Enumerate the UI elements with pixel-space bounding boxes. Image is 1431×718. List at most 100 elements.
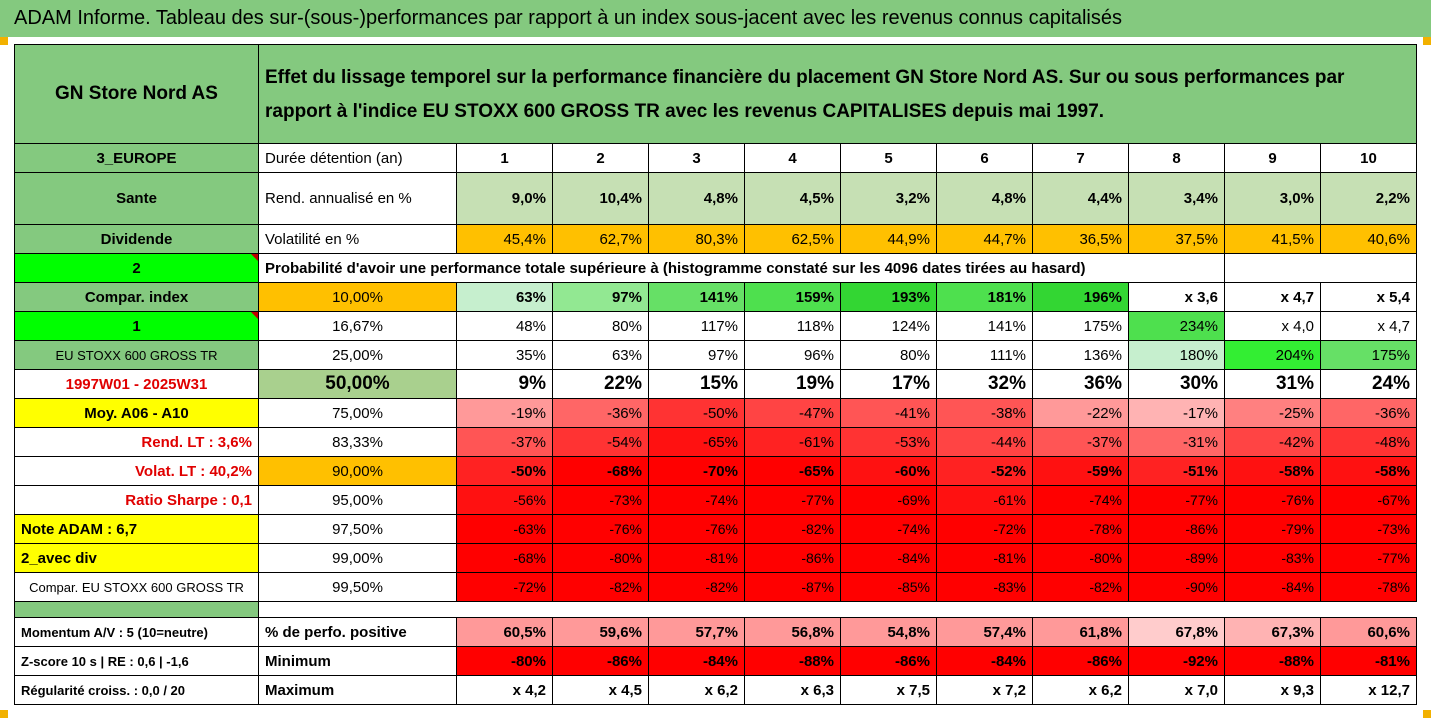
vol-value: 36,5% [1032,224,1129,254]
prob-row: Volat. LT : 40,2% 90,00% -50% -68% -70% -65% -… [14,456,1417,486]
prob-value: 175% [1032,311,1129,341]
prob-value: -89% [1128,543,1225,573]
prob-value: -77% [1128,485,1225,515]
prob-value: 175% [1320,340,1417,370]
prob-value: -48% [1320,427,1417,457]
prob-value: -17% [1128,398,1225,428]
bottom-value: 67,3% [1224,617,1321,647]
prob-value: -36% [552,398,649,428]
corner-marker [0,37,8,45]
years-row: 3_EUROPE Durée détention (an) 1 2 3 4 5 6 7 8 9 10 [14,143,1417,173]
prob-value: -50% [648,398,745,428]
prob-value: 63% [552,340,649,370]
bottom-value: -86% [1032,646,1129,676]
prob-value: -37% [456,427,553,457]
bottom-row-label: Minimum [258,646,457,676]
bottom-value: -80% [456,646,553,676]
bottom-row: Z-score 10 s | RE : 0,6 | -1,6 Minimum -80… [14,646,1417,676]
prob-value: -54% [552,427,649,457]
prob-percentile: 50,00% [258,369,457,399]
year-header: 2 [552,143,649,173]
prob-value: -36% [1320,398,1417,428]
year-header: 6 [936,143,1033,173]
rend-row: Sante Rend. annualisé en % 9,0% 10,4% 4,8% 4,… [14,172,1417,225]
prob-value: 180% [1128,340,1225,370]
prob-value: -58% [1224,456,1321,486]
prob-value: -85% [840,572,937,602]
prob-value: -56% [456,485,553,515]
prob-value: -83% [1224,543,1321,573]
prob-value: -44% [936,427,1033,457]
bottom-value: x 7,5 [840,675,937,705]
prob-percentile: 25,00% [258,340,457,370]
prob-value: 15% [648,369,745,399]
prob-row: EU STOXX 600 GROSS TR 25,00% 35% 63% 97% 96% 8… [14,340,1417,370]
prob-value: -73% [552,485,649,515]
prob-value: -52% [936,456,1033,486]
performance-table: GN Store Nord AS Effet du lissage tempore… [14,44,1417,705]
bottom-value: -88% [1224,646,1321,676]
prob-row-left: Note ADAM : 6,7 [14,514,259,544]
vol-value: 37,5% [1128,224,1225,254]
prob-value: -37% [1032,427,1129,457]
bottom-value: -86% [552,646,649,676]
prob-value: -73% [1320,514,1417,544]
prob-value: -22% [1032,398,1129,428]
prob-value: x 3,6 [1128,282,1225,312]
rend-value: 4,5% [744,172,841,225]
prob-value: -77% [1320,543,1417,573]
vol-value: 62,5% [744,224,841,254]
prob-value: 234% [1128,311,1225,341]
prob-value: 117% [648,311,745,341]
prob-row: Moy. A06 - A10 75,00% -19% -36% -50% -47% -41%… [14,398,1417,428]
bottom-value: -81% [1320,646,1417,676]
prob-value: -82% [744,514,841,544]
year-header: 10 [1320,143,1417,173]
prob-value: 181% [936,282,1033,312]
prob-value: 36% [1032,369,1129,399]
prob-percentile: 90,00% [258,456,457,486]
prob-value: -76% [1224,485,1321,515]
bottom-value: 59,6% [552,617,649,647]
bottom-value: x 4,5 [552,675,649,705]
bottom-value: 60,6% [1320,617,1417,647]
prob-row-left: Rend. LT : 3,6% [14,427,259,457]
prob-value: -61% [936,485,1033,515]
vol-value: 44,9% [840,224,937,254]
corner-marker [1423,37,1431,45]
prob-percentile: 16,67% [258,311,457,341]
prob-value: x 4,0 [1224,311,1321,341]
prob-value: x 4,7 [1320,311,1417,341]
rend-value: 3,4% [1128,172,1225,225]
prob-value: -59% [1032,456,1129,486]
bottom-row: Régularité croiss. : 0,0 / 20 Maximum x 4,… [14,675,1417,705]
prob-value: 17% [840,369,937,399]
prob-row: Rend. LT : 3,6% 83,33% -37% -54% -65% -61% -53… [14,427,1417,457]
prob-value: -60% [840,456,937,486]
bottom-value: 60,5% [456,617,553,647]
bottom-value: x 7,0 [1128,675,1225,705]
prob-value: 97% [648,340,745,370]
prob-value: -86% [744,543,841,573]
prob-row: Compar. index 10,00% 63% 97% 141% 159% 193% 181… [14,282,1417,312]
prob-value: -47% [744,398,841,428]
prob-value: -81% [936,543,1033,573]
prob-value: -63% [456,514,553,544]
rend-value: 9,0% [456,172,553,225]
prob-value: -82% [648,572,745,602]
prob-value: 141% [648,282,745,312]
prob-value: -72% [456,572,553,602]
prob-value: 124% [840,311,937,341]
prob-row-left: 1997W01 - 2025W31 [14,369,259,399]
vol-value: 45,4% [456,224,553,254]
prob-row: 1997W01 - 2025W31 50,00% 9% 22% 15% 19% 17% 32%… [14,369,1417,399]
prob-value: -53% [840,427,937,457]
prob-value: 80% [840,340,937,370]
prob-value: 35% [456,340,553,370]
bottom-value: 57,7% [648,617,745,647]
bottom-row-label: Maximum [258,675,457,705]
prob-value: 118% [744,311,841,341]
prob-value: -76% [552,514,649,544]
bottom-row: Momentum A/V : 5 (10=neutre)% de perfo. … [14,617,1417,647]
vol-value: 62,7% [552,224,649,254]
